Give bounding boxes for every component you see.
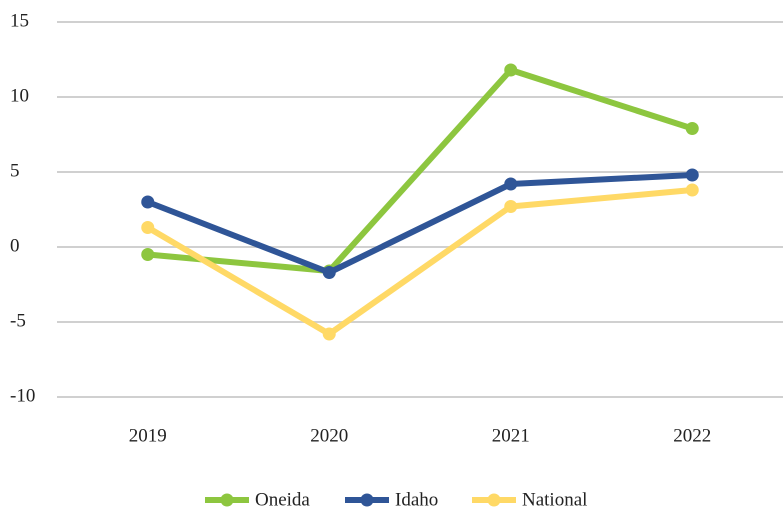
legend-marker bbox=[487, 493, 501, 507]
y-tick-label: 10 bbox=[10, 85, 29, 106]
series-marker bbox=[141, 221, 155, 234]
x-tick-label: 2019 bbox=[129, 425, 167, 446]
y-tick-label: 0 bbox=[10, 235, 20, 256]
series-marker bbox=[685, 183, 699, 197]
series-marker bbox=[685, 168, 699, 182]
y-tick-label: -5 bbox=[10, 310, 26, 331]
series-line bbox=[146, 187, 693, 337]
legend-marker bbox=[360, 493, 374, 507]
legend-marker bbox=[220, 493, 234, 507]
series-marker bbox=[685, 122, 699, 135]
x-tick-label: 2020 bbox=[310, 425, 348, 446]
legend-label: National bbox=[522, 489, 587, 510]
series-marker bbox=[504, 177, 518, 191]
series-marker bbox=[322, 327, 336, 341]
x-tick-label: 2022 bbox=[673, 425, 711, 446]
legend-label: Oneida bbox=[255, 489, 310, 510]
series-marker bbox=[141, 195, 155, 209]
series-line bbox=[146, 172, 693, 276]
x-tick-label: 2021 bbox=[492, 425, 530, 446]
series-marker bbox=[504, 63, 518, 77]
y-tick-label: 5 bbox=[10, 160, 20, 181]
series-marker bbox=[322, 266, 336, 279]
series-marker bbox=[504, 200, 518, 213]
y-tick-label: -10 bbox=[10, 385, 35, 406]
legend-label: Idaho bbox=[395, 489, 438, 510]
series-line bbox=[147, 67, 694, 274]
y-tick-label: 15 bbox=[10, 10, 29, 31]
series-marker bbox=[141, 248, 155, 261]
